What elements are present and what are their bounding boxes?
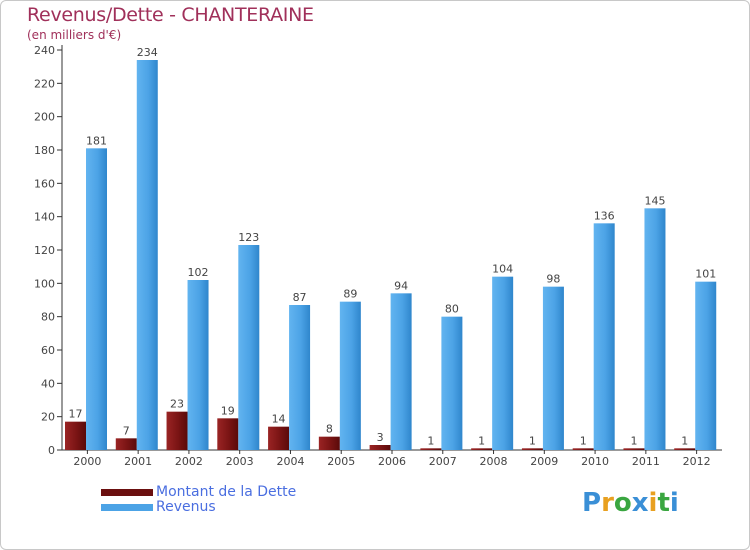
value-label: 80	[445, 303, 459, 316]
value-label: 145	[644, 194, 665, 207]
x-tick-label: 2012	[683, 455, 711, 468]
legend-swatch-revenus	[101, 504, 153, 511]
y-tick-label: 0	[48, 444, 55, 457]
value-label: 123	[238, 231, 259, 244]
bar-revenus	[390, 293, 412, 450]
x-tick-label: 2004	[276, 455, 304, 468]
bar-revenus	[441, 316, 463, 450]
bar-revenus	[187, 280, 209, 450]
bar-debt	[623, 448, 645, 450]
x-tick-label: 2001	[124, 455, 152, 468]
logo-letter: t	[657, 488, 670, 518]
value-label: 17	[69, 408, 83, 421]
y-tick-label: 60	[41, 344, 55, 357]
y-tick-label: 240	[34, 44, 55, 57]
chart-title: Revenus/Dette - CHANTERAINE	[27, 4, 314, 26]
logo-letter: o	[613, 488, 632, 518]
value-label: 89	[343, 288, 357, 301]
value-label: 104	[492, 263, 513, 276]
x-tick-label: 2011	[632, 455, 660, 468]
x-tick-label: 2002	[175, 455, 203, 468]
value-label: 102	[188, 266, 209, 279]
bar-revenus	[542, 286, 564, 450]
y-tick-label: 20	[41, 411, 55, 424]
legend-swatch-debt	[101, 489, 153, 496]
x-tick-label: 2003	[226, 455, 254, 468]
bar-debt	[420, 448, 442, 450]
bar-debt	[471, 448, 493, 450]
logo-letter: i	[669, 488, 679, 518]
y-tick-label: 160	[34, 177, 55, 190]
bar-debt	[166, 411, 188, 450]
bar-debt	[268, 426, 290, 450]
value-label: 101	[695, 268, 716, 281]
y-tick-label: 140	[34, 211, 55, 224]
bar-debt	[318, 436, 340, 450]
value-label: 98	[546, 273, 560, 286]
value-label: 14	[272, 413, 286, 426]
x-tick-label: 2010	[581, 455, 609, 468]
y-tick-label: 220	[34, 77, 55, 90]
value-label: 1	[580, 434, 587, 447]
y-tick-label: 180	[34, 144, 55, 157]
bar-revenus	[339, 301, 361, 450]
x-tick-label: 2009	[530, 455, 558, 468]
bar-revenus	[593, 223, 615, 450]
y-tick-label: 120	[34, 244, 55, 257]
value-label: 1	[529, 434, 536, 447]
bar-revenus	[695, 281, 717, 450]
value-label: 7	[123, 424, 130, 437]
logo-letter: P	[582, 488, 602, 518]
value-label: 1	[478, 434, 485, 447]
value-label: 94	[394, 279, 408, 292]
bar-revenus	[86, 148, 107, 451]
bars	[65, 60, 717, 451]
x-tick-label: 2005	[327, 455, 355, 468]
legend-label-revenus: Revenus	[156, 499, 216, 515]
bar-debt	[572, 448, 594, 450]
logo-letter: i	[648, 488, 658, 518]
value-label: 1	[630, 434, 637, 447]
bar-debt	[115, 438, 137, 450]
bar-debt	[217, 418, 239, 450]
value-label: 23	[170, 398, 184, 411]
x-tick-label: 2000	[73, 455, 101, 468]
bar-revenus	[644, 208, 666, 450]
proxiti-logo: Proxiti	[582, 488, 679, 518]
legend-label-debt: Montant de la Dette	[156, 484, 297, 500]
value-label: 1	[427, 434, 434, 447]
value-label: 19	[221, 404, 235, 417]
y-tick-label: 80	[41, 311, 55, 324]
logo-letter: r	[601, 488, 614, 518]
bar-debt	[65, 421, 86, 450]
value-label: 87	[293, 291, 307, 304]
value-label: 1	[681, 434, 688, 447]
value-label: 3	[377, 431, 384, 444]
y-tick-label: 40	[41, 377, 55, 390]
logo-letter: x	[631, 488, 649, 518]
y-tick-label: 100	[34, 277, 55, 290]
bar-debt	[521, 448, 543, 450]
bar-revenus	[136, 60, 158, 450]
x-tick-label: 2008	[480, 455, 508, 468]
bar-revenus	[492, 276, 514, 450]
bar-revenus	[289, 305, 311, 450]
value-labels: 17 7 23 19 14 8 3 1 1 1 1 1 1 181 234 102 123 87 89 94 80 104…	[69, 46, 717, 447]
bar-revenus	[238, 245, 260, 450]
value-label: 181	[86, 134, 107, 147]
value-label: 234	[137, 46, 158, 59]
bar-debt	[674, 448, 696, 450]
bar-debt	[369, 445, 391, 450]
chart-subtitle: (en milliers d'€)	[27, 28, 122, 42]
value-label: 8	[326, 423, 333, 436]
value-label: 136	[594, 209, 615, 222]
x-tick-label: 2007	[429, 455, 457, 468]
y-tick-label: 200	[34, 111, 55, 124]
x-tick-label: 2006	[378, 455, 406, 468]
